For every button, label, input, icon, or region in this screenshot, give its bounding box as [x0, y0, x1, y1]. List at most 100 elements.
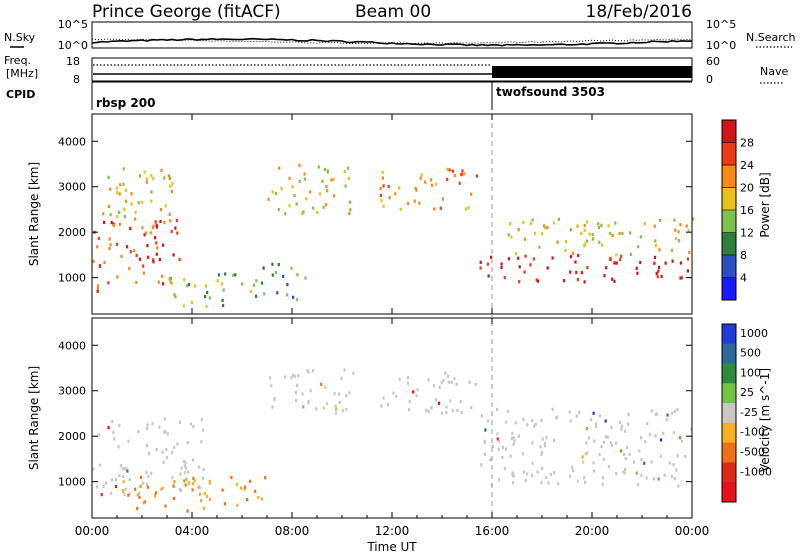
echo-cell [636, 271, 639, 275]
echo-cell [343, 169, 347, 174]
echo-cell [685, 224, 688, 228]
echo-cell [439, 206, 442, 210]
echo-cell [684, 455, 687, 459]
colorbar-segment [722, 482, 736, 503]
echo-cell [186, 509, 189, 513]
y-tick-label: 2000 [58, 226, 86, 239]
echo-cell [665, 418, 668, 422]
echo-cell [172, 253, 175, 257]
echo-cell [163, 417, 166, 421]
echo-cell [178, 420, 181, 424]
echo-cell [444, 371, 447, 375]
freq-left-tick-top: 18 [66, 55, 80, 68]
echo-cell [688, 250, 691, 255]
echo-cell [155, 241, 158, 245]
echo-cell [523, 237, 526, 241]
echo-cell [205, 304, 208, 309]
echo-cell [269, 376, 272, 380]
echo-cell [621, 231, 624, 235]
echo-cell [380, 404, 383, 408]
echo-cell [613, 279, 616, 283]
echo-cell [149, 231, 152, 235]
echo-cell [453, 377, 456, 381]
echo-cell [547, 481, 550, 485]
echo-cell [379, 186, 382, 191]
colorbar-tick-label: 100 [740, 366, 761, 379]
echo-cell [290, 266, 293, 270]
echo-cell [442, 378, 445, 382]
echo-cell [201, 476, 204, 480]
echo-cell [543, 444, 546, 448]
echo-cell [463, 172, 466, 176]
echo-cell [509, 454, 512, 458]
echo-cell [675, 236, 678, 241]
echo-cell [145, 470, 148, 474]
echo-cell [536, 470, 539, 474]
echo-cell [133, 249, 136, 253]
echo-cell [290, 376, 293, 380]
echo-cell [118, 423, 121, 428]
echo-cell [128, 477, 131, 481]
echo-cell [569, 270, 572, 274]
echo-cell [170, 450, 174, 454]
echo-cell [446, 167, 449, 171]
echo-cell [490, 255, 493, 259]
echo-cell [136, 493, 139, 497]
velocity-colorbar-label: Velocity [m s^-1] [758, 368, 772, 472]
echo-cell [640, 436, 643, 440]
echo-cell [602, 440, 605, 444]
echo-cell [413, 199, 416, 203]
echo-cell [152, 260, 155, 264]
echo-cell [235, 482, 239, 486]
echo-cell [571, 251, 574, 255]
echo-cell [654, 434, 657, 438]
echo-cell [297, 374, 300, 378]
echo-cell [96, 289, 99, 293]
echo-cell [556, 415, 559, 419]
echo-cell [657, 477, 660, 481]
echo-cell [599, 414, 602, 418]
colorbar-tick-label: 24 [740, 159, 754, 172]
echo-cell [640, 473, 643, 478]
echo-cell [325, 185, 328, 189]
echo-cell [624, 457, 627, 461]
echo-cell [635, 471, 638, 475]
echo-cell [122, 474, 125, 478]
echo-cell [178, 257, 181, 262]
freq-left-label-2: [MHz] [6, 67, 38, 80]
echo-cell [418, 201, 421, 205]
echo-cell [116, 215, 119, 219]
echo-cell [164, 504, 167, 508]
echo-cell [150, 471, 153, 475]
echo-cell [618, 231, 621, 236]
echo-cell [335, 407, 338, 411]
echo-cell [627, 422, 630, 426]
echo-cell [674, 228, 677, 232]
colorbar-tick-label: 16 [740, 204, 754, 217]
echo-cell [434, 398, 437, 402]
echo-cell [122, 480, 125, 484]
echo-cell [415, 394, 418, 398]
echo-cell [190, 300, 193, 305]
echo-cell [556, 240, 559, 244]
velocity-y-ticks: 1000 2000 3000 4000 [58, 339, 692, 489]
echo-cell [307, 400, 310, 404]
colorbar-segment [722, 403, 736, 424]
echo-cell [670, 474, 674, 479]
echo-cell [672, 463, 675, 467]
echo-cell [293, 194, 296, 198]
colorbar-segment [722, 343, 736, 365]
echo-cell [176, 231, 179, 235]
echo-cell [379, 193, 382, 198]
cpid-segment-1: rbsp 200 [96, 96, 155, 110]
echo-cell [142, 271, 145, 275]
echo-cell [208, 479, 211, 483]
echo-cell [531, 218, 534, 222]
echo-cell [491, 444, 494, 448]
echo-cell [577, 253, 580, 257]
echo-cell [142, 481, 145, 485]
echo-cell [103, 220, 106, 224]
echo-cell [427, 378, 430, 382]
echo-cell [539, 445, 542, 449]
echo-cell [551, 407, 554, 411]
